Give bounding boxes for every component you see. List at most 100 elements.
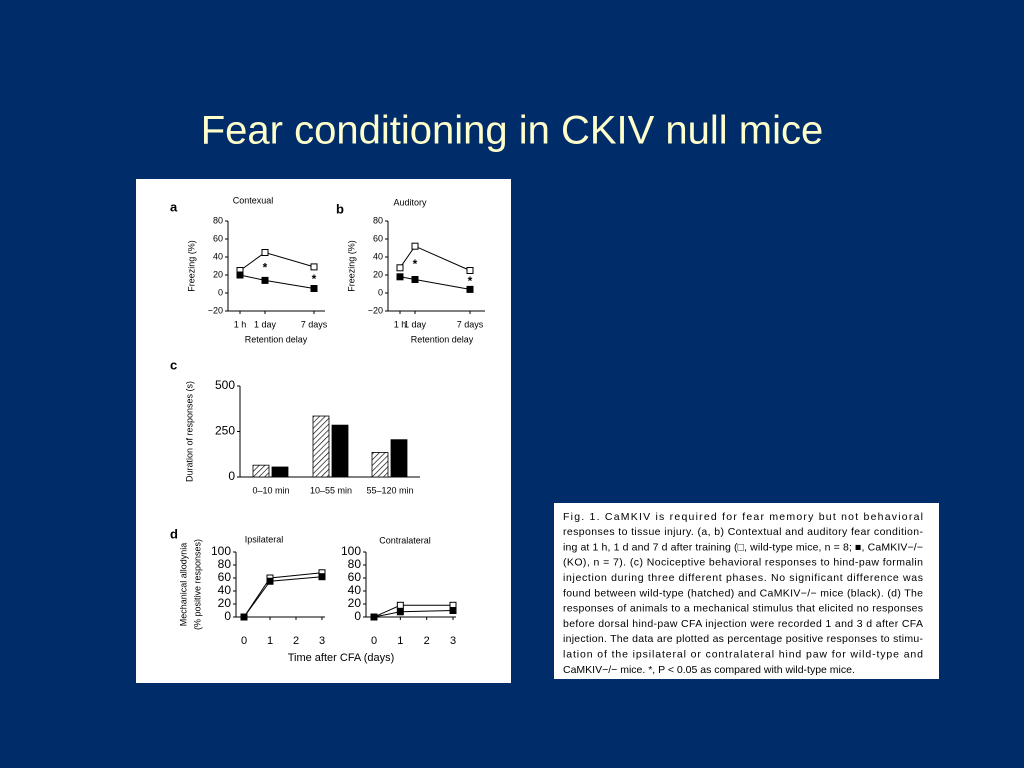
marker	[449, 607, 457, 614]
y-tick-label: 60	[348, 570, 362, 584]
caption-line: responses to tissue injury. (a, b) Conte…	[563, 526, 924, 538]
y-tick-label: 40	[373, 251, 383, 261]
x-tick-label: 3	[450, 635, 456, 647]
y-axis-label: Freezing (%)	[346, 240, 356, 292]
marker	[261, 276, 269, 284]
bar	[390, 439, 408, 478]
marker	[310, 263, 318, 271]
marker	[396, 264, 404, 272]
chart-title: Contexual	[233, 195, 274, 205]
y-tick-label: 60	[218, 570, 232, 584]
y-axis-label: Duration of responses (s)	[184, 381, 194, 482]
y-tick-label: 80	[213, 215, 223, 225]
caption-line: found between wild-type (hatched) and Ca…	[563, 587, 923, 599]
y-tick-label: −20	[368, 305, 383, 315]
marker	[396, 273, 404, 281]
y-tick-label: 20	[218, 596, 232, 610]
panel-letter: b	[336, 201, 344, 216]
y-tick-label: 0	[224, 609, 231, 623]
y-tick-label: 0	[218, 287, 223, 297]
chart-title: Contralateral	[379, 535, 431, 545]
x-tick-label: 1 day	[404, 319, 427, 329]
bar	[312, 415, 330, 478]
x-tick-label: 1	[397, 635, 403, 647]
caption-line: Fig. 1. CaMKIV is required for fear memo…	[563, 511, 923, 523]
significance-label: *	[263, 261, 268, 275]
caption-box	[554, 503, 939, 679]
x-tick-label: 0	[241, 635, 247, 647]
bar	[271, 466, 289, 478]
x-tick-label: 1 h	[394, 319, 407, 329]
x-axis-label: Time after CFA (days)	[288, 652, 395, 664]
marker	[396, 608, 404, 616]
marker	[411, 242, 419, 250]
bar	[252, 464, 270, 478]
caption-line: injection during three different phases.…	[563, 572, 923, 584]
marker	[370, 613, 378, 621]
bar	[331, 424, 349, 478]
panel-letter: a	[170, 199, 178, 214]
significance-label: *	[413, 257, 418, 271]
panel-letter: d	[170, 526, 178, 541]
marker	[266, 577, 274, 585]
x-tick-label: 55–120 min	[366, 485, 413, 495]
y-tick-label: 0	[378, 287, 383, 297]
x-tick-label: 0–10 min	[252, 485, 289, 495]
y-tick-label: 40	[348, 583, 362, 597]
x-tick-label: 1 day	[254, 319, 277, 329]
caption-line: CaMKIV−/− mice. *, P < 0.05 as compared …	[563, 664, 855, 676]
y-tick-label: 0	[228, 469, 235, 483]
caption-line: (KO), n = 7). (c) Nociceptive behavioral…	[563, 557, 923, 569]
bar	[371, 452, 389, 478]
x-tick-label: 3	[319, 635, 325, 647]
y-tick-label: 40	[213, 251, 223, 261]
y-tick-label: 80	[218, 557, 232, 571]
y-tick-label: 0	[354, 609, 361, 623]
x-axis-label: Retention delay	[411, 334, 474, 344]
y-tick-label: 60	[373, 233, 383, 243]
y-tick-label: 100	[211, 544, 231, 558]
panel-letter: c	[170, 357, 177, 372]
x-tick-label: 7 days	[457, 319, 484, 329]
y-tick-label: 250	[215, 424, 235, 438]
chart-title: Auditory	[393, 197, 427, 207]
marker	[240, 613, 248, 621]
y-tick-label: 500	[215, 378, 235, 392]
significance-label: *	[468, 274, 473, 288]
y-tick-label: 80	[348, 557, 362, 571]
x-tick-label: 1 h	[234, 319, 247, 329]
marker	[466, 267, 474, 274]
marker	[310, 285, 318, 292]
y-tick-label: 100	[341, 544, 361, 558]
marker	[236, 271, 244, 279]
marker	[466, 285, 474, 293]
y-tick-label: 20	[373, 269, 383, 279]
caption-line: injection. The data are plotted as perce…	[563, 633, 924, 645]
x-tick-label: 2	[293, 635, 299, 647]
y-tick-label: 80	[373, 215, 383, 225]
slide-title: Fear conditioning in CKIV null mice	[201, 109, 824, 153]
y-axis-label: Freezing (%)	[186, 240, 196, 292]
x-tick-label: 10–55 min	[310, 485, 352, 495]
chart-title: Ipsilateral	[245, 534, 284, 544]
x-tick-label: 1	[267, 635, 273, 647]
y-tick-label: 60	[213, 233, 223, 243]
x-axis-label: Retention delay	[245, 334, 308, 344]
caption-line: responses of animals to a mechanical sti…	[563, 603, 923, 615]
y-tick-label: 20	[213, 269, 223, 279]
marker	[396, 601, 404, 609]
significance-label: *	[312, 272, 317, 286]
caption-line: lation of the ipsilateral or contralater…	[563, 648, 923, 660]
marker	[318, 573, 326, 581]
y-axis-label: (% positive responses)	[192, 539, 202, 630]
x-tick-label: 2	[424, 635, 430, 647]
y-tick-label: 40	[218, 583, 232, 597]
marker	[411, 276, 419, 283]
y-tick-label: −20	[208, 305, 223, 315]
caption-line: before dorsal hind-paw CFA injection wer…	[563, 618, 923, 630]
y-axis-label: Mechanical allodynia	[178, 543, 188, 627]
y-tick-label: 20	[348, 596, 362, 610]
marker	[261, 249, 269, 256]
x-tick-label: 7 days	[301, 319, 328, 329]
